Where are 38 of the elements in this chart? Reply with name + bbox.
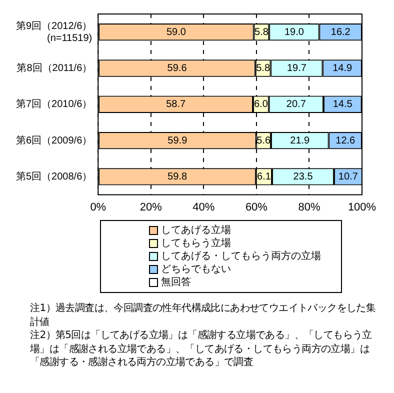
data-label: 59.6 <box>167 62 188 74</box>
data-label: 19.7 <box>286 62 307 74</box>
data-label: 6.0 <box>254 99 268 110</box>
legend-label: してもらう立場 <box>160 237 232 250</box>
x-tick-label: 60% <box>245 201 268 214</box>
legend-label: どちらでもない <box>160 263 232 276</box>
data-label: 19.0 <box>284 26 304 38</box>
data-label: 58.7 <box>166 99 186 110</box>
x-tick-label: 20% <box>140 201 162 214</box>
x-tick-label: 100% <box>348 201 376 214</box>
y-tick-label: 第6回（2009/6） <box>16 134 92 146</box>
data-label: 14.5 <box>332 99 353 110</box>
data-label: 5.8 <box>256 62 270 74</box>
x-tick-label: 80% <box>298 201 320 214</box>
data-label: 23.5 <box>293 171 314 182</box>
data-label: 5.6 <box>256 135 271 146</box>
data-label: 59.9 <box>168 135 188 146</box>
data-label: 5.8 <box>254 26 269 38</box>
data-label: 20.7 <box>286 99 306 110</box>
legend-label: 無回答 <box>160 276 192 289</box>
data-label: 10.7 <box>338 171 358 182</box>
data-label: 16.2 <box>330 26 351 38</box>
data-label: 6.1 <box>257 171 272 182</box>
y-tick-label: 第9回（2012/6） (n=11519) <box>16 20 92 44</box>
y-tick-label: 第8回（2011/6） <box>16 62 92 74</box>
data-label: 59.8 <box>168 171 188 182</box>
x-tick-label: 40% <box>192 201 215 214</box>
y-tick-label: 第5回（2008/6） <box>16 170 92 182</box>
text: 注1）過去調査は、今回調査の性年代構成比にあわせてウエイトバックをした集計値 <box>30 302 377 329</box>
data-label: 12.6 <box>336 135 356 146</box>
y-tick-label: 第7回（2010/6） <box>16 98 92 110</box>
data-label: 14.9 <box>332 62 353 74</box>
data-label: 21.9 <box>290 135 310 146</box>
legend-label: してあげる立場 <box>160 224 232 237</box>
data-label: 59.0 <box>166 26 186 38</box>
text: 注2）第5回は「してあげる立場」は「感謝する立場である」、「してもらう立場」は「感謝される立場である」、「してあげる・してもらう両方の立場」は「感謝する・感謝される両方の立場である」で調査 <box>30 329 373 370</box>
legend-label: してあげる・してもらう両方の立場 <box>160 250 322 263</box>
x-tick-label: 0% <box>90 201 106 214</box>
